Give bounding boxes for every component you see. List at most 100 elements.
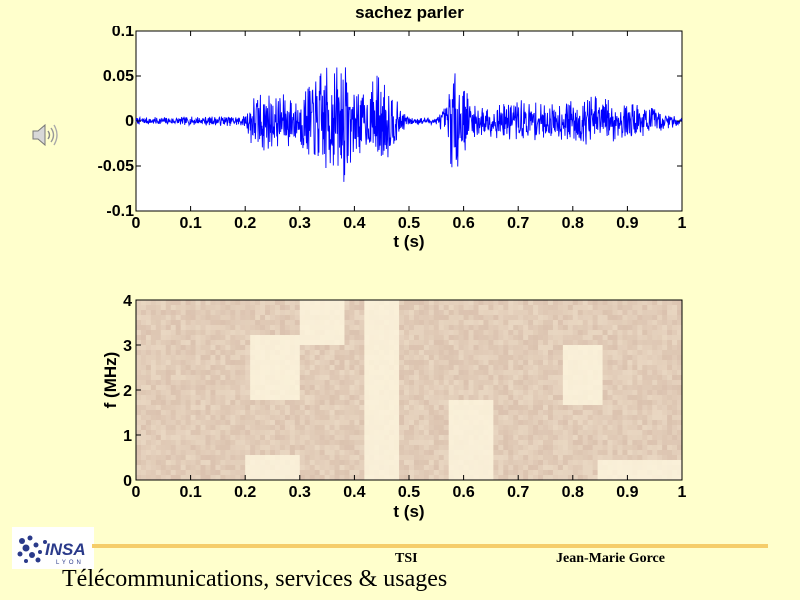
spectrogram-cell [359,445,365,451]
spectrogram-cell [136,330,142,336]
spectrogram-cell [547,420,554,426]
spectrogram-cell [592,375,599,381]
spectrogram-cell [513,365,519,371]
spectrogram-cell [394,375,400,381]
spectrogram-cell [250,460,256,466]
spectrogram-cell [547,390,554,396]
spectrogram-cell [582,475,589,481]
spectrogram-cell [399,330,405,336]
spectrogram-cell [155,375,162,381]
spectrogram-cell [205,455,211,461]
spectrogram-cell [170,425,177,431]
spectrogram-cell [443,305,450,311]
spectrogram-cell [562,430,569,436]
spectrogram-cell [617,375,623,381]
spectrogram-cell [294,330,301,336]
spectrogram-cell [453,380,460,386]
spectrogram-cell [230,445,236,451]
spectrogram-cell [503,385,509,391]
spectrogram-cell [225,345,231,351]
spectrogram-cell [210,450,216,456]
spectrogram-cell [567,375,574,381]
spectrogram-cell [413,405,420,411]
spectrogram-cell [677,445,683,451]
spectrogram-cell [567,410,574,416]
spectrogram-cell [260,465,266,471]
spectrogram-cell [518,370,524,376]
spectrogram-cell [567,390,574,396]
spectrogram-cell [473,440,479,446]
spectrogram-cell [240,350,246,356]
spectrogram-cell [448,300,455,306]
spectrogram-cell [587,315,594,321]
spectrogram-cell [185,315,191,321]
spectrogram-cell [136,360,142,366]
spectrogram-cell [180,460,187,466]
spectrogram-cell [657,435,663,441]
spectrogram-cell [215,400,221,406]
spectrogram-cell [205,325,211,331]
footer-divider [92,544,768,548]
spectrogram-cell [170,330,177,336]
spectrogram-cell [523,300,529,306]
spectrogram-cell [642,345,648,351]
spectrogram-cell [488,460,494,466]
spectrogram-cell [230,460,236,466]
spectrogram-cell [627,330,633,336]
spectrogram-cell [205,440,211,446]
spectrogram-cell [617,315,623,321]
spectrogram-cell [384,300,390,306]
spectrogram-cell [180,465,187,471]
spectrogram-cell [334,450,340,456]
spectrogram-cell [324,475,330,481]
spectrogram-cell [220,390,226,396]
spectrogram-cell [394,450,400,456]
spectrogram-cell [463,470,469,476]
spectrogram-cell [284,370,291,376]
spectrogram-cell [270,340,276,346]
spectrogram-cell [657,410,663,416]
spectrogram-cell [577,440,584,446]
spectrogram-cell [458,345,464,351]
spectrogram-cell [379,375,385,381]
spectrogram-cell [518,425,524,431]
spectrogram-cell [150,330,157,336]
spectrogram-cell [528,300,534,306]
spectrogram-cell [523,370,529,376]
spectrogram-cell [518,365,524,371]
spectrogram-cell [180,375,187,381]
spectrogram-cell [299,335,306,341]
spectrogram-cell [528,420,534,426]
spectrogram-cell [250,315,256,321]
spectrogram-cell [503,330,509,336]
spectrogram-cell [245,410,251,416]
spectrogram-cell [270,360,276,366]
spectrogram-cell [210,365,216,371]
spectrogram-cell [453,415,460,421]
spectrogram-cell [428,415,435,421]
spectrogram-cell [478,400,484,406]
spectrogram-cell [632,405,638,411]
spectrogram-cell [344,300,350,306]
spectrogram-cell [468,310,474,316]
spectrogram-cell [294,395,301,401]
spectrogram-cell [339,435,345,441]
spectrogram-cell [294,325,301,331]
spectrogram-cell [582,345,589,351]
spectrogram-cell [289,375,296,381]
spectrogram-cell [369,340,375,346]
speaker-icon[interactable] [30,122,60,148]
spectrogram-cell [349,450,355,456]
spectrogram-cell [552,325,559,331]
spectrogram-cell [428,320,435,326]
spectrogram-cell [458,300,464,306]
spectrogram-cell [304,465,311,471]
spectrogram-cell [270,445,276,451]
y-tick-label: 2 [123,383,132,400]
spectrogram-cell [329,310,335,316]
spectrogram-cell [458,405,464,411]
spectrogram-cell [245,465,251,471]
spectrogram-cell [150,315,157,321]
spectrogram-cell [488,380,494,386]
spectrogram-cell [463,330,469,336]
